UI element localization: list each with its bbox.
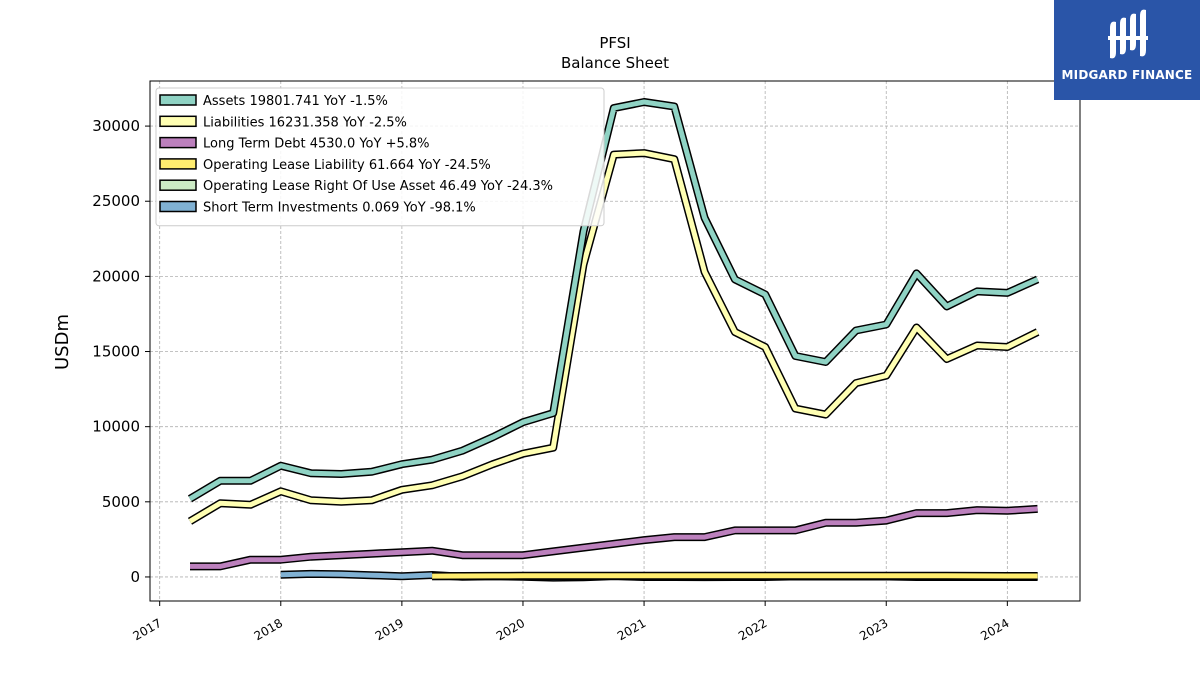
x-tick-label: 2020: [494, 616, 527, 643]
series-line: [188, 150, 1039, 524]
brand-name: MIDGARD FINANCE: [1061, 68, 1193, 82]
legend-swatch: [159, 115, 197, 128]
series-liabilities: [187, 149, 1040, 525]
legend-label: Operating Lease Right Of Use Asset 46.49…: [203, 179, 553, 194]
brand-mark-icon: [1108, 9, 1148, 59]
legend-box: [155, 87, 605, 227]
legend-label: Long Term Debt 4530.0 YoY +5.8%: [203, 137, 430, 152]
chart-title: PFSI: [599, 34, 630, 52]
y-tick-label: 15000: [92, 343, 140, 361]
x-tick-label: 2018: [252, 616, 285, 643]
series-line: [190, 506, 1038, 569]
legend-swatch: [159, 200, 197, 213]
y-tick-label: 10000: [92, 418, 140, 436]
legend-label: Liabilities 16231.358 YoY -2.5%: [203, 115, 407, 130]
legend-label: Assets 19801.741 YoY -1.5%: [203, 94, 388, 109]
legend-item: Short Term Investments 0.069 YoY -98.1%: [159, 200, 476, 216]
chart-subtitle: Balance Sheet: [561, 54, 669, 72]
legend-item: Operating Lease Liability 61.664 YoY -24…: [159, 158, 491, 173]
series-assets: [187, 98, 1040, 503]
x-tick-label: 2021: [615, 616, 648, 643]
legend-swatch: [159, 179, 197, 191]
legend: Assets 19801.741 YoY -1.5% Liabilities 16…: [155, 87, 605, 227]
x-tick-label: 2017: [131, 616, 164, 643]
legend-label: Operating Lease Liability 61.664 YoY -24…: [203, 158, 491, 173]
y-tick-label: 5000: [102, 493, 140, 511]
x-tick-label: 2023: [857, 616, 890, 643]
y-tick-label: 30000: [92, 117, 140, 135]
y-axis-label: USDm: [52, 314, 73, 370]
legend-label: Short Term Investments 0.069 YoY -98.1%: [203, 201, 476, 216]
legend-swatch: [159, 158, 197, 170]
plot-frame: [149, 80, 1081, 602]
x-tick-label: 2022: [736, 616, 769, 643]
series-line: [188, 99, 1039, 501]
legend-swatch: [159, 136, 197, 149]
brand-logo: MIDGARD FINANCE: [1054, 0, 1200, 100]
series-layer: [187, 98, 1040, 582]
legend-swatch: [159, 94, 197, 106]
y-tick-label: 0: [130, 568, 140, 586]
x-tick-label: 2019: [373, 616, 406, 643]
y-tick-label: 20000: [92, 267, 140, 285]
series-long-term-debt: [190, 504, 1038, 571]
legend-item: Operating Lease Right Of Use Asset 46.49…: [159, 179, 553, 194]
legend-item: Long Term Debt 4530.0 YoY +5.8%: [159, 136, 430, 152]
legend-item: Liabilities 16231.358 YoY -2.5%: [159, 115, 407, 130]
legend-item: Assets 19801.741 YoY -1.5%: [159, 94, 388, 109]
x-tick-label: 2024: [978, 616, 1011, 643]
y-tick-label: 25000: [92, 192, 140, 210]
